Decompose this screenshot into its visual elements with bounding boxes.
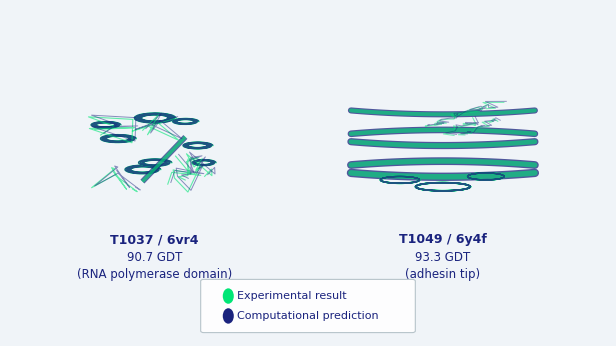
Text: 93.3 GDT: 93.3 GDT bbox=[415, 251, 471, 264]
Text: T1049 / 6y4f: T1049 / 6y4f bbox=[399, 234, 487, 246]
Ellipse shape bbox=[223, 288, 234, 304]
Text: Experimental result: Experimental result bbox=[238, 291, 347, 301]
Text: 90.7 GDT: 90.7 GDT bbox=[127, 251, 182, 264]
Text: Computational prediction: Computational prediction bbox=[238, 311, 379, 321]
Text: T1037 / 6vr4: T1037 / 6vr4 bbox=[110, 234, 199, 246]
Text: (RNA polymerase domain): (RNA polymerase domain) bbox=[77, 268, 232, 281]
FancyBboxPatch shape bbox=[201, 280, 415, 333]
Ellipse shape bbox=[223, 308, 234, 324]
Text: (adhesin tip): (adhesin tip) bbox=[405, 268, 480, 281]
